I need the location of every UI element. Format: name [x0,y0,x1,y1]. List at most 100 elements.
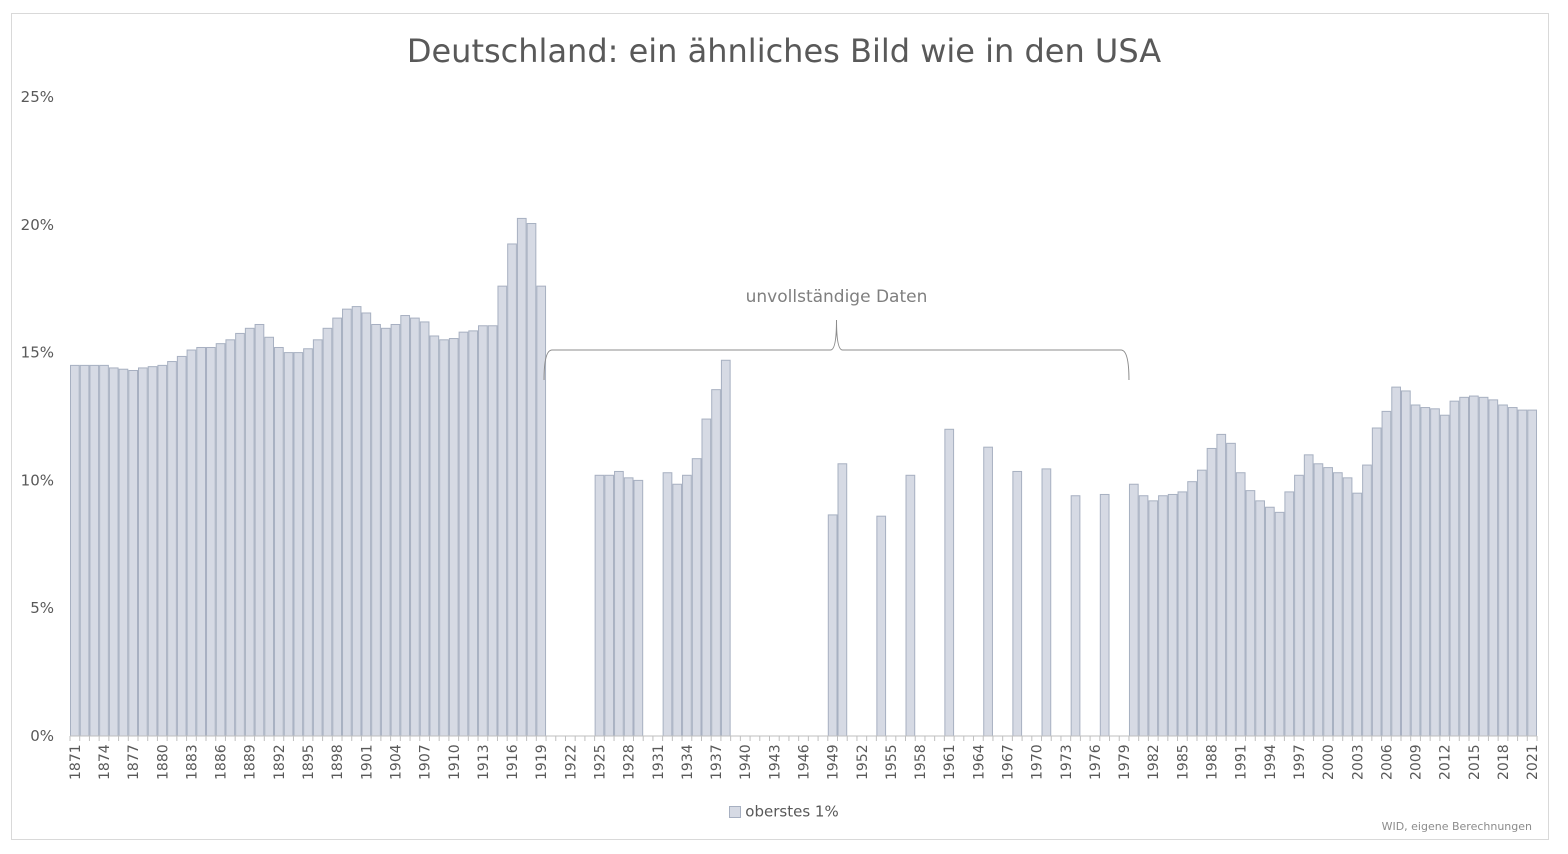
x-tick-label: 2018 [1496,744,1512,780]
x-tick-label: 1883 [184,744,200,780]
bar-1994 [1264,506,1275,737]
x-tick-label: 2003 [1350,744,1366,780]
bar-1887 [225,339,236,737]
annotation-brace: unvollständige Daten [543,287,1130,381]
bar-1913 [478,325,488,737]
x-tick-label: 1967 [1001,744,1017,780]
bar-1891 [264,336,275,737]
x-tick-label: 1871 [68,744,84,780]
bar-1899 [342,308,352,737]
bar-1989 [1216,433,1227,737]
bar-1971 [1041,468,1052,737]
bar-1927 [614,470,624,737]
x-tick-label: 2015 [1467,744,1483,780]
x-tick-label: 2009 [1409,744,1425,780]
bar-1894 [293,352,304,737]
bar-2006 [1381,410,1392,737]
bar-1938 [720,359,731,737]
bar-1986 [1187,481,1197,737]
x-tick-label: 2006 [1379,744,1395,780]
x-tick-label: 1880 [155,744,171,780]
x-tick-label: 1988 [1205,744,1221,780]
x-tick-label: 1964 [971,744,987,780]
bar-1876 [118,368,129,737]
x-tick-label: 1976 [1088,744,1104,780]
annotation-label: unvollständige Daten [746,287,928,307]
bar-1889 [244,327,255,737]
bar-1906 [410,317,420,737]
bar-1902 [371,323,381,737]
bar-1993 [1255,500,1265,737]
bar-2010 [1420,407,1431,737]
x-tick-label: 2012 [1438,744,1454,780]
bar-1926 [604,474,615,737]
bar-1877 [128,369,139,737]
x-tick-label: 1982 [1146,744,1162,780]
bar-1892 [274,346,284,737]
bar-1949 [827,514,838,737]
bar-2011 [1430,408,1440,737]
bar-1925 [594,474,605,737]
bar-1974 [1070,495,1081,737]
bar-1982 [1148,500,1159,737]
x-tick-label: 1892 [272,744,288,780]
legend: oberstes 1% [0,802,1568,821]
bar-2015 [1468,395,1479,737]
bar-2020 [1517,409,1528,737]
bar-2008 [1400,390,1411,737]
bars [70,217,1538,737]
bar-1916 [507,243,517,737]
bar-2021 [1527,409,1538,737]
bar-1985 [1177,491,1188,737]
bar-1917 [516,217,527,737]
bar-1904 [390,323,401,737]
x-tick-label: 1985 [1175,744,1191,780]
x-tick-label: 1886 [214,744,230,780]
bar-1919 [536,285,547,737]
bar-1936 [701,418,712,737]
bar-1911 [458,331,469,737]
bar-1932 [662,472,673,737]
x-tick-label: 1946 [797,744,813,780]
x-tick-label: 1973 [1059,744,1075,780]
bar-1898 [332,317,343,737]
bar-1901 [361,312,372,737]
bar-1928 [623,477,634,737]
x-tick-label: 1877 [126,744,142,780]
bar-1895 [303,348,313,737]
x-tick-label: 1934 [680,744,696,780]
bar-1996 [1284,491,1295,737]
bar-1961 [944,428,955,737]
x-tick-label: 1940 [738,744,754,780]
x-tick-label: 1949 [826,744,842,780]
bar-2016 [1478,396,1489,737]
bar-1881 [167,361,177,737]
bar-1935 [691,458,702,737]
bar-2000 [1323,467,1333,737]
x-tick-label: 1970 [1030,744,1046,780]
annotation-brace-path [543,319,1130,381]
bar-1968 [1012,470,1023,737]
bar-1990 [1226,442,1236,737]
bar-1879 [147,366,158,737]
y-tick-label: 15% [21,344,54,362]
bar-2001 [1332,472,1343,737]
bar-1988 [1206,447,1217,737]
bar-1983 [1158,495,1168,737]
bar-2012 [1439,414,1450,737]
x-tick-label: 1898 [330,744,346,780]
bar-1890 [254,323,265,737]
bar-1981 [1138,495,1149,737]
x-tick-label: 2021 [1525,744,1541,780]
bar-1984 [1167,493,1178,737]
bar-2004 [1362,464,1372,737]
x-tick-label: 2000 [1321,744,1337,780]
legend-swatch [729,805,742,818]
bar-1957 [905,474,916,737]
x-tick-label: 1931 [651,744,667,780]
bar-1878 [138,367,148,737]
bar-1918 [526,223,537,737]
x-tick-label: 1895 [301,744,317,780]
bar-1915 [497,285,508,737]
bar-1914 [487,325,498,737]
